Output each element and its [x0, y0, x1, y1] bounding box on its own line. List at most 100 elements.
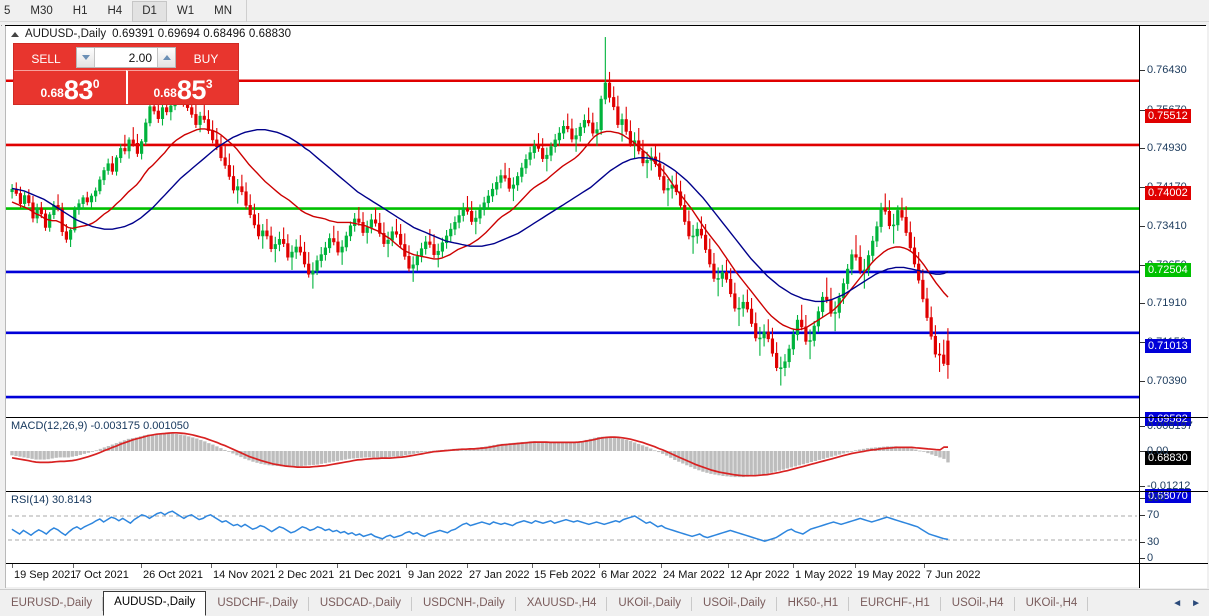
rsi-scale-tick — [1140, 515, 1145, 516]
time-axis-tick — [337, 564, 338, 568]
time-axis-label: 19 Sep 2021 — [14, 569, 77, 581]
one-click-trading-panel[interactable]: SELL 2.00 BUY 0.68 83 0 — [14, 44, 238, 104]
time-axis-tick — [211, 564, 212, 568]
time-axis-label: 12 Apr 2022 — [730, 569, 790, 581]
volume-input[interactable]: 2.00 — [128, 50, 152, 65]
buy-button[interactable]: 0.68 85 3 — [126, 70, 238, 104]
timeframe-button-mn[interactable]: MN — [214, 4, 233, 17]
price-tick-label: 0.74930 — [1147, 142, 1187, 154]
time-axis-label: 1 May 2022 — [795, 569, 853, 581]
time-axis-tick — [467, 564, 468, 568]
timeframe-button-h4[interactable]: H4 — [107, 4, 123, 17]
timeframe-button-m30[interactable]: M30 — [30, 4, 53, 17]
timeframe-button-5[interactable]: 5 — [4, 4, 11, 17]
chart-tab-bar[interactable]: EURUSD-,Daily AUDUSD-,Daily USDCHF-,Daily U… — [0, 589, 1209, 616]
rsi-label: RSI(14) 30.8143 — [11, 494, 92, 506]
chart-tab-usdcnhdaily[interactable]: USDCNH-,Daily — [412, 592, 516, 616]
chart-tab-usoilh4[interactable]: USOil-,H4 — [941, 592, 1015, 616]
rsi-scale-tick — [1140, 498, 1145, 499]
sell-price-main: 83 — [63, 75, 94, 105]
time-axis-label: 2 Dec 2021 — [278, 569, 335, 581]
chart-tab-hk50h1[interactable]: HK50-,H1 — [777, 592, 850, 616]
rsi-scale-label: 100 — [1147, 492, 1166, 504]
chart-tab-ukoildaily[interactable]: UKOil-,Daily — [607, 592, 692, 616]
price-scale[interactable]: 0.764300.756700.749300.741700.734100.726… — [1139, 26, 1208, 588]
sell-button[interactable]: 0.68 83 0 — [14, 70, 126, 104]
chart-symbol-label: AUDUSD-,Daily — [25, 28, 107, 40]
time-axis-label: 27 Jan 2022 — [469, 569, 530, 581]
sell-price-fraction: 0 — [92, 77, 100, 91]
chart-tab-usoildaily[interactable]: USOil-,Daily — [692, 592, 777, 616]
price-tick — [1140, 70, 1145, 71]
chevron-down-icon — [81, 55, 90, 60]
macd-scale-label: -0.01212 — [1147, 480, 1191, 492]
time-axis-tick — [599, 564, 600, 568]
volume-increase-button[interactable] — [157, 48, 175, 67]
scroll-left-icon[interactable]: ◄ — [1172, 598, 1183, 609]
time-axis-tick — [141, 564, 142, 568]
macd-scale-label: 0.008197 — [1147, 420, 1193, 432]
chart-tab-audusddaily[interactable]: AUDUSD-,Daily — [103, 591, 207, 616]
buy-price-main: 85 — [176, 75, 207, 105]
oct-price-row: 0.68 83 0 0.68 85 3 — [14, 70, 238, 104]
sell-label[interactable]: SELL — [31, 51, 61, 66]
chart-canvas-window[interactable]: AUDUSD-,Daily 0.69391 0.69694 0.68496 0.… — [1, 25, 1208, 588]
resistance-level-badge-1: 0.75512 — [1145, 109, 1191, 123]
volume-decrease-button[interactable] — [77, 48, 95, 67]
time-axis-tick — [12, 564, 13, 568]
price-tick — [1140, 303, 1145, 304]
pivot-level-badge: 0.72504 — [1145, 263, 1191, 277]
buy-price-prefix: 0.68 — [153, 86, 177, 100]
price-tick-label: 0.70390 — [1147, 375, 1187, 387]
pane-divider — [1140, 417, 1208, 418]
price-tick — [1140, 110, 1145, 111]
pane-divider — [1140, 491, 1208, 492]
price-tick — [1140, 226, 1145, 227]
chart-tab-xauusdh4[interactable]: XAUUSD-,H4 — [516, 592, 608, 616]
time-axis-label: 7 Jun 2022 — [926, 569, 981, 581]
price-tick-label: 0.73410 — [1147, 220, 1187, 232]
price-tick-label: 0.76430 — [1147, 64, 1187, 76]
macd-scale-label: 0.00 — [1147, 445, 1169, 457]
sell-price-prefix: 0.68 — [40, 86, 64, 100]
time-axis[interactable]: 19 Sep 2021 7 Oct 2021 26 Oct 2021 14 Nov 2… — [6, 563, 1139, 587]
rsi-plot — [6, 492, 1139, 563]
timeframe-button-h1[interactable]: H1 — [72, 4, 88, 17]
time-axis-label: 24 Mar 2022 — [663, 569, 725, 581]
chevron-up-icon — [162, 55, 171, 60]
rsi-pane[interactable]: RSI(14) 30.8143 — [6, 491, 1139, 563]
rsi-scale-tick — [1140, 558, 1145, 559]
timeframe-button-d1[interactable]: D1 — [132, 0, 167, 22]
chart-tab-eurusddaily[interactable]: EURUSD-,Daily — [0, 592, 104, 616]
oct-top-row: SELL 2.00 BUY — [14, 44, 238, 70]
timeframe-button-w1[interactable]: W1 — [176, 4, 195, 17]
macd-pane[interactable]: MACD(12,26,9) -0.003175 0.001050 — [6, 417, 1139, 491]
chart-tab-usdcaddaily[interactable]: USDCAD-,Daily — [309, 592, 413, 616]
time-axis-label: 9 Jan 2022 — [408, 569, 463, 581]
macd-scale-tick — [1140, 426, 1145, 427]
time-axis-tick — [276, 564, 277, 568]
price-tick — [1140, 187, 1145, 188]
candlestick-plot — [6, 26, 1139, 417]
support-level-badge-1: 0.71013 — [1145, 339, 1191, 353]
price-tick — [1140, 265, 1145, 266]
current-price-badge: 0.68830 — [1145, 451, 1191, 465]
volume-stepper[interactable]: 2.00 — [76, 47, 176, 68]
buy-label[interactable]: BUY — [193, 51, 219, 66]
price-tick — [1140, 148, 1145, 149]
time-axis-tick — [855, 564, 856, 568]
tab-scroll-controls[interactable]: ◄ ► — [1162, 598, 1209, 616]
time-axis-label: 15 Feb 2022 — [534, 569, 596, 581]
time-axis-tick — [924, 564, 925, 568]
chart-tab-eurchfh1[interactable]: EURCHF-,H1 — [849, 592, 941, 616]
rsi-scale-label: 30 — [1147, 536, 1160, 548]
time-axis-tick — [532, 564, 533, 568]
chart-tab-usdchfdaily[interactable]: USDCHF-,Daily — [206, 592, 309, 616]
support-level-badge-3: 0.68070 — [1145, 489, 1191, 503]
scroll-right-icon[interactable]: ► — [1191, 598, 1201, 609]
time-axis-tick — [793, 564, 794, 568]
time-axis-label: 21 Dec 2021 — [339, 569, 402, 581]
triangle-up-icon[interactable] — [11, 31, 19, 37]
chart-tab-ukoilh4[interactable]: UKOil-,H4 — [1015, 592, 1089, 616]
